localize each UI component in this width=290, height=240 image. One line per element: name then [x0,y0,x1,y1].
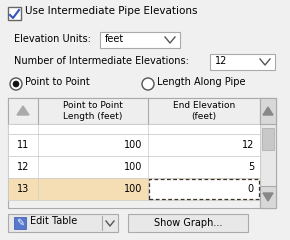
Polygon shape [17,106,29,115]
FancyBboxPatch shape [260,98,276,124]
Text: 100: 100 [124,184,142,194]
Text: Edit Table: Edit Table [30,216,77,226]
FancyBboxPatch shape [8,7,21,20]
FancyBboxPatch shape [8,124,260,134]
FancyBboxPatch shape [8,178,260,200]
Circle shape [10,78,22,90]
Text: End Elevation
(feet): End Elevation (feet) [173,101,235,121]
Text: Number of Intermediate Elevations:: Number of Intermediate Elevations: [14,56,189,66]
Text: Point to Point
Length (feet): Point to Point Length (feet) [63,101,123,121]
Text: feet: feet [105,34,124,44]
Text: 100: 100 [124,140,142,150]
Text: ✎: ✎ [16,218,24,228]
Text: Show Graph...: Show Graph... [154,218,222,228]
Text: Elevation Units:: Elevation Units: [14,34,91,44]
FancyBboxPatch shape [260,98,276,208]
FancyBboxPatch shape [8,156,260,178]
Text: 12: 12 [215,56,227,66]
FancyBboxPatch shape [260,186,276,208]
FancyBboxPatch shape [8,98,260,124]
Text: Point to Point: Point to Point [25,77,90,87]
Text: 0: 0 [248,184,254,194]
FancyBboxPatch shape [128,214,248,232]
Text: 12: 12 [242,140,254,150]
FancyBboxPatch shape [262,128,274,150]
FancyBboxPatch shape [210,54,275,70]
FancyBboxPatch shape [8,134,260,156]
Text: 11: 11 [17,140,29,150]
FancyBboxPatch shape [14,217,26,229]
Text: Use Intermediate Pipe Elevations: Use Intermediate Pipe Elevations [25,6,197,16]
Text: 100: 100 [124,162,142,172]
Text: 13: 13 [17,184,29,194]
Circle shape [142,78,154,90]
Polygon shape [263,107,273,115]
FancyBboxPatch shape [8,98,276,208]
FancyBboxPatch shape [100,32,180,48]
Text: 5: 5 [248,162,254,172]
Polygon shape [263,193,273,201]
FancyBboxPatch shape [8,214,118,232]
FancyBboxPatch shape [149,179,259,199]
Text: 12: 12 [17,162,29,172]
Circle shape [13,81,19,87]
Text: Length Along Pipe: Length Along Pipe [157,77,246,87]
